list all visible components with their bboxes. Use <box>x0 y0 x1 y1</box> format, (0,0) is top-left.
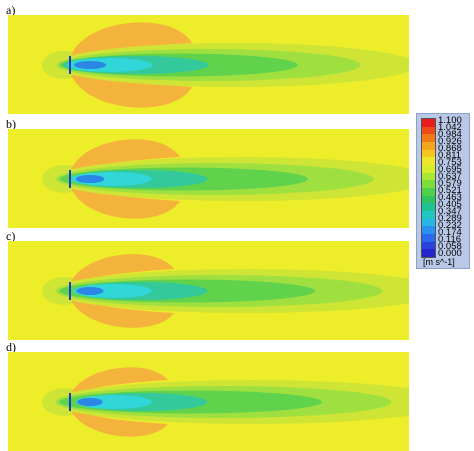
upper-acceleration-lobe <box>70 139 180 173</box>
lower-acceleration-lobe <box>70 408 168 437</box>
legend-tick-label: 0.463 <box>438 192 462 203</box>
contour-plot-d <box>8 352 409 451</box>
color-scale-swatch <box>422 149 435 158</box>
color-scale-bar <box>421 118 436 258</box>
contour-plot-b <box>8 129 409 228</box>
legend-tick-label: 1.100 <box>438 115 462 126</box>
panel-label-a: a) <box>6 3 16 17</box>
color-scale-swatch <box>422 165 435 174</box>
contour-panel-b <box>8 129 409 228</box>
color-scale-swatch <box>422 234 435 243</box>
legend-tick-label: 0.174 <box>438 227 462 238</box>
legend-tick-label: 0.753 <box>438 157 462 168</box>
legend-tick-label: 0.405 <box>438 199 462 210</box>
wake-core <box>76 287 104 295</box>
panel-label-b: b) <box>6 117 16 131</box>
color-scale-swatch <box>422 241 435 250</box>
contour-plot-c <box>8 241 409 340</box>
legend-tick-label: 0.984 <box>438 129 462 140</box>
legend-tick-label: 0.926 <box>438 136 462 147</box>
color-scale-swatch <box>422 195 435 204</box>
panel-label-d: d) <box>6 340 16 354</box>
color-legend: 1.100 1.042 0.984 0.926 0.868 0.811 0.753 0.695… <box>416 113 470 269</box>
legend-tick-label: 0.868 <box>438 143 462 154</box>
wake-core <box>77 398 103 406</box>
color-scale-swatch <box>422 126 435 135</box>
lower-acceleration-lobe <box>70 185 180 219</box>
legend-tick-label: 0.058 <box>438 241 462 252</box>
legend-tick-label: 1.042 <box>438 122 462 133</box>
contour-plot-a <box>8 15 409 114</box>
color-scale-swatch <box>422 188 435 197</box>
legend-tick-label: 0.811 <box>438 150 462 161</box>
color-scale-swatch <box>422 226 435 235</box>
legend-unit: [m s^-1] <box>423 257 455 267</box>
wake-core <box>74 61 106 69</box>
lower-acceleration-lobe <box>70 71 192 108</box>
upper-acceleration-lobe <box>70 367 168 396</box>
legend-tick-label: 0.521 <box>438 185 462 196</box>
upper-acceleration-lobe <box>70 22 192 59</box>
color-scale-swatch <box>422 134 435 143</box>
legend-tick-label: 0.579 <box>438 178 462 189</box>
panel-label-c: c) <box>6 229 16 243</box>
legend-tick-label: 0.695 <box>438 164 462 175</box>
legend-tick-label: 0.637 <box>438 171 462 182</box>
color-scale-swatch <box>422 119 435 128</box>
legend-tick-label: 0.289 <box>438 213 462 224</box>
legend-tick-label: 0.000 <box>438 248 462 259</box>
color-scale-swatch <box>422 172 435 181</box>
color-scale-swatch <box>422 211 435 220</box>
contour-panel-a <box>8 15 409 114</box>
contour-panel-c <box>8 241 409 340</box>
color-scale-swatch <box>422 180 435 189</box>
color-scale-swatch <box>422 142 435 151</box>
color-scale-swatch <box>422 157 435 166</box>
wake-core <box>75 175 105 183</box>
legend-tick-label: 0.232 <box>438 220 462 231</box>
legend-tick-label: 0.116 <box>438 234 462 245</box>
legend-tick-label: 0.347 <box>438 206 462 217</box>
contour-panel-d <box>8 352 409 451</box>
color-scale-swatch <box>422 203 435 212</box>
color-scale-swatch <box>422 218 435 227</box>
color-scale-swatch <box>422 249 435 258</box>
